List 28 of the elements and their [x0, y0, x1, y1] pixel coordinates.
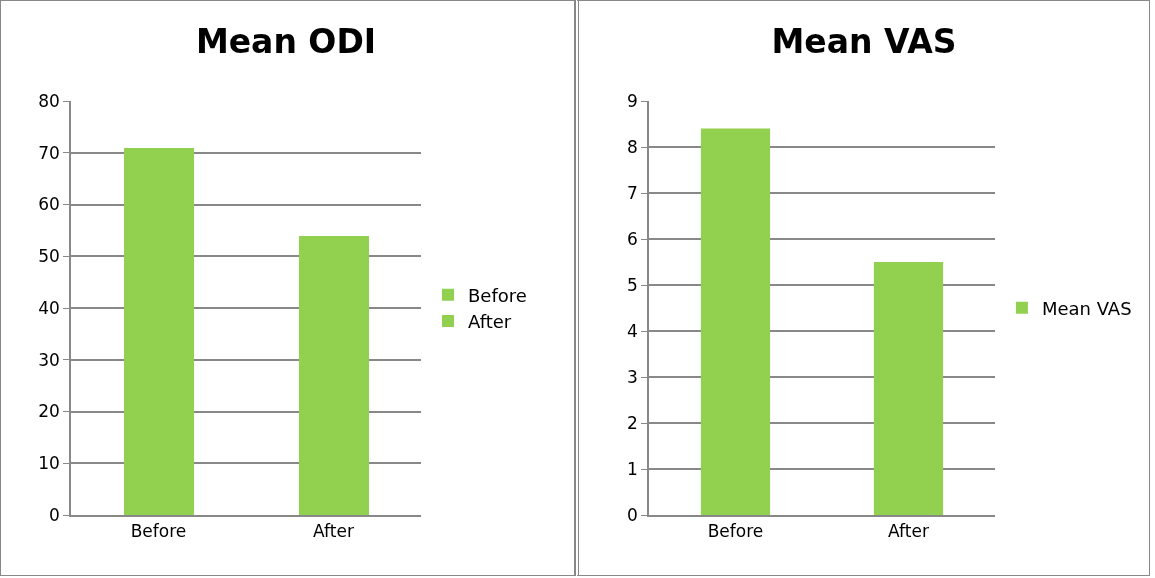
y-tick-label: 9 [627, 90, 638, 111]
x-tick-label: Before [707, 521, 764, 542]
x-tick-label: Before [130, 521, 187, 542]
y-tick-label: 5 [627, 274, 638, 295]
chart-title: Mean VAS [771, 21, 957, 61]
x-tick-label: After [888, 521, 929, 542]
y-tick-label: 4 [627, 320, 638, 341]
y-tick-label: 20 [38, 401, 60, 422]
y-tick-label: 2 [627, 412, 638, 433]
y-tick-label: 50 [38, 246, 60, 267]
y-tick-label: 0 [627, 504, 638, 525]
y-tick-label: 6 [627, 228, 638, 249]
y-tick-label: 8 [627, 136, 638, 157]
legend-label: Mean VAS [1041, 297, 1132, 319]
legend-label: Before [468, 284, 527, 306]
y-tick-label: 40 [38, 297, 60, 318]
y-tick-label: 1 [627, 458, 638, 479]
y-tick-label: 0 [49, 504, 60, 525]
y-tick-label: 10 [38, 453, 60, 474]
x-tick-label: After [313, 521, 354, 542]
chart-title: Mean ODI [195, 21, 377, 61]
y-tick-label: 30 [38, 349, 60, 370]
y-tick-label: 80 [38, 90, 60, 111]
y-tick-label: 3 [627, 366, 638, 387]
y-tick-label: 7 [627, 182, 638, 203]
y-tick-label: 60 [38, 194, 60, 215]
legend-label: After [468, 311, 512, 333]
y-tick-label: 70 [38, 142, 60, 163]
